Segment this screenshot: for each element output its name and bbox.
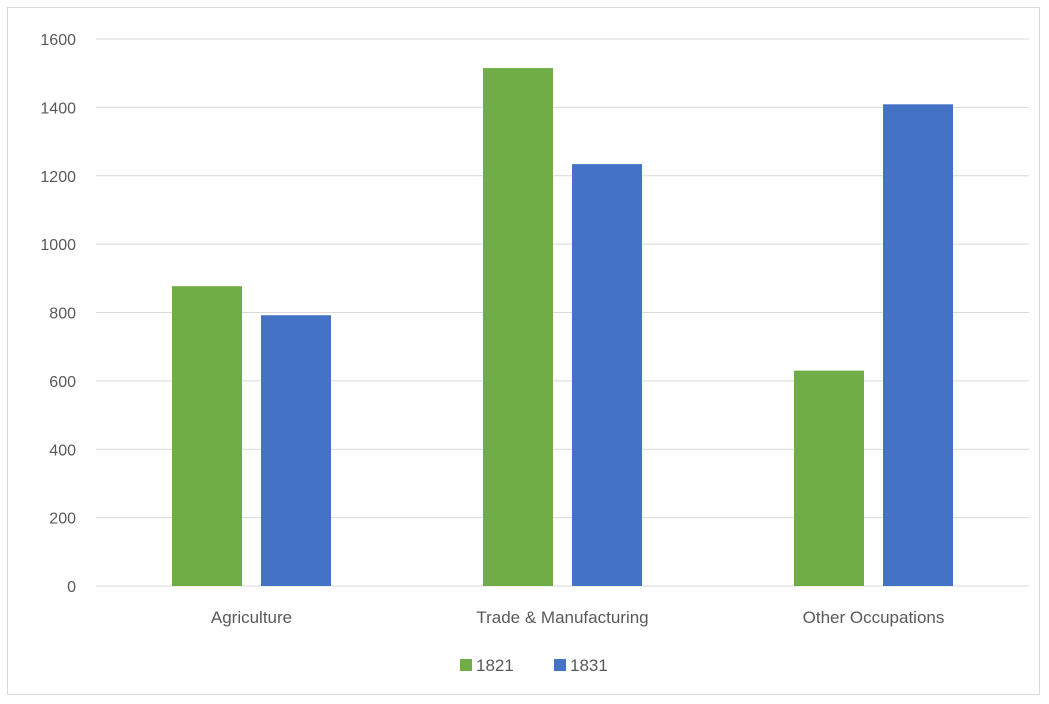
y-tick-label: 1600: [40, 32, 76, 49]
bar-1831-0[interactable]: [261, 315, 331, 586]
y-tick-label: 800: [49, 306, 76, 323]
legend-label-1821[interactable]: 1821: [476, 656, 514, 675]
bar-1831-2[interactable]: [883, 104, 953, 586]
y-tick-label: 600: [49, 374, 76, 391]
y-axis-tick-labels: 0 200 400 600 800 1000 1200 1400 1600: [40, 32, 76, 596]
legend-swatch-1831: [554, 659, 566, 671]
y-tick-label: 1400: [40, 100, 76, 117]
y-tick-label: 0: [67, 579, 76, 596]
y-tick-label: 1000: [40, 237, 76, 254]
bar-1821-0[interactable]: [172, 286, 242, 586]
y-tick-label: 200: [49, 511, 76, 528]
legend[interactable]: 1821 1831: [460, 656, 608, 675]
bar-1821-1[interactable]: [483, 68, 553, 586]
legend-swatch-1821: [460, 659, 472, 671]
legend-label-1831[interactable]: 1831: [570, 656, 608, 675]
y-tick-label: 400: [49, 442, 76, 459]
x-category-label: Trade & Manufacturing: [476, 608, 648, 627]
x-category-label: Agriculture: [211, 608, 292, 627]
gridlines: [96, 38, 1029, 587]
y-tick-label: 1200: [40, 169, 76, 186]
x-axis-category-labels: Agriculture Trade & Manufacturing Other Oc…: [211, 608, 945, 627]
x-category-label: Other Occupations: [803, 608, 945, 627]
bar-1821-2[interactable]: [794, 370, 864, 586]
bar-1831-1[interactable]: [572, 164, 642, 586]
bars: [172, 68, 953, 586]
